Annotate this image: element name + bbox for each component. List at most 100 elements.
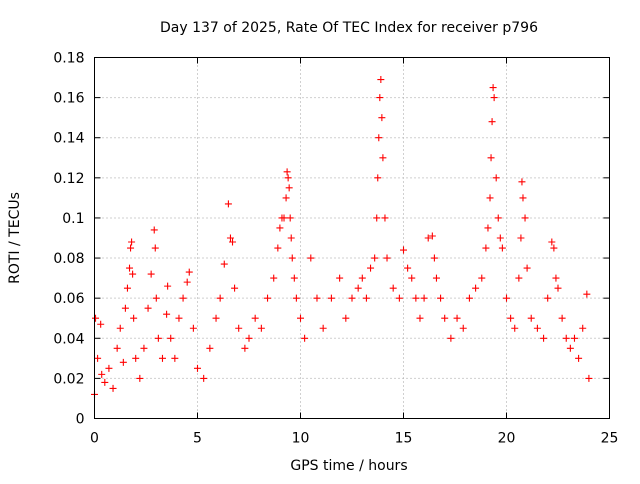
data-point: [498, 244, 506, 252]
y-axis-label: ROTI / TECUs: [7, 192, 23, 284]
data-point: [523, 264, 531, 272]
y-tick-label: 0.02: [53, 371, 84, 387]
data-point: [400, 246, 407, 254]
data-point: [270, 274, 278, 282]
data-point: [98, 370, 106, 378]
data-point: [552, 274, 560, 282]
data-point: [348, 294, 356, 302]
data-point: [375, 134, 383, 142]
data-point: [158, 354, 166, 362]
data-point: [189, 324, 197, 332]
x-tick-label: 20: [498, 431, 516, 447]
data-point: [548, 238, 556, 246]
data-point: [408, 274, 416, 282]
data-point: [453, 314, 461, 322]
x-tick-label: 15: [395, 431, 413, 447]
data-point: [377, 76, 385, 84]
data-point: [585, 374, 593, 382]
data-point: [101, 378, 109, 386]
data-point: [562, 334, 570, 342]
data-point: [92, 314, 100, 322]
data-point: [286, 214, 294, 222]
data-point: [492, 174, 500, 182]
data-point: [416, 314, 424, 322]
data-point: [274, 244, 282, 252]
data-point: [144, 304, 152, 312]
data-point: [129, 270, 137, 278]
data-point: [465, 294, 473, 302]
data-point: [185, 268, 193, 276]
data-point: [284, 174, 292, 182]
data-point: [354, 284, 362, 292]
data-point: [521, 214, 529, 222]
data-point: [97, 320, 105, 328]
data-point: [94, 354, 102, 362]
data-point: [226, 234, 234, 242]
data-point: [540, 334, 548, 342]
data-point: [362, 294, 370, 302]
y-tick-label: 0.08: [53, 251, 84, 267]
data-point: [527, 314, 535, 322]
data-point: [371, 254, 379, 262]
data-point: [283, 168, 291, 176]
data-point: [245, 334, 253, 342]
y-tick-label: 0.18: [53, 51, 84, 67]
data-point: [424, 234, 432, 242]
data-point: [301, 334, 309, 342]
data-point: [119, 358, 127, 366]
x-tick-label: 5: [193, 431, 202, 447]
data-point: [484, 224, 492, 232]
y-tick-label: 0.06: [53, 291, 84, 307]
data-point: [216, 294, 224, 302]
data-point: [276, 224, 284, 232]
data-point: [292, 294, 300, 302]
data-point: [437, 294, 445, 302]
data-point: [123, 284, 131, 292]
data-point: [342, 314, 350, 322]
data-point: [511, 324, 519, 332]
data-point: [432, 274, 440, 282]
data-point: [127, 244, 135, 252]
data-point: [515, 274, 523, 282]
data-point: [583, 290, 591, 298]
data-point: [183, 278, 191, 286]
data-point: [220, 260, 228, 268]
data-point: [447, 334, 455, 342]
data-point: [441, 314, 449, 322]
data-point: [487, 154, 495, 162]
data-point: [472, 284, 480, 292]
data-point: [486, 194, 494, 202]
y-tick-label: 0.1: [62, 211, 84, 227]
data-point: [490, 94, 498, 102]
data-point: [151, 244, 159, 252]
data-point: [381, 214, 389, 222]
data-point: [389, 284, 397, 292]
data-point: [319, 324, 327, 332]
chart-title: Day 137 of 2025, Rate Of TEC Index for r…: [160, 20, 538, 36]
data-point: [140, 344, 148, 352]
data-point: [105, 364, 113, 372]
data-point: [307, 254, 315, 262]
data-point: [358, 274, 366, 282]
data-point: [251, 314, 259, 322]
data-point: [494, 214, 502, 222]
data-point: [579, 324, 587, 332]
grid-layer: [94, 57, 610, 419]
data-point: [206, 344, 214, 352]
data-point: [121, 304, 129, 312]
data-point: [130, 314, 138, 322]
y-tick-label: 0.14: [53, 131, 84, 147]
data-point: [200, 374, 208, 382]
data-point: [126, 264, 134, 272]
data-point: [313, 294, 321, 302]
data-point: [533, 324, 541, 332]
y-tick-label: 0.12: [53, 171, 84, 187]
data-point: [378, 114, 386, 122]
data-point: [336, 274, 344, 282]
data-point: [257, 324, 265, 332]
data-point: [297, 314, 304, 322]
data-point: [154, 334, 162, 342]
data-point: [136, 374, 144, 382]
data-point: [179, 294, 187, 302]
